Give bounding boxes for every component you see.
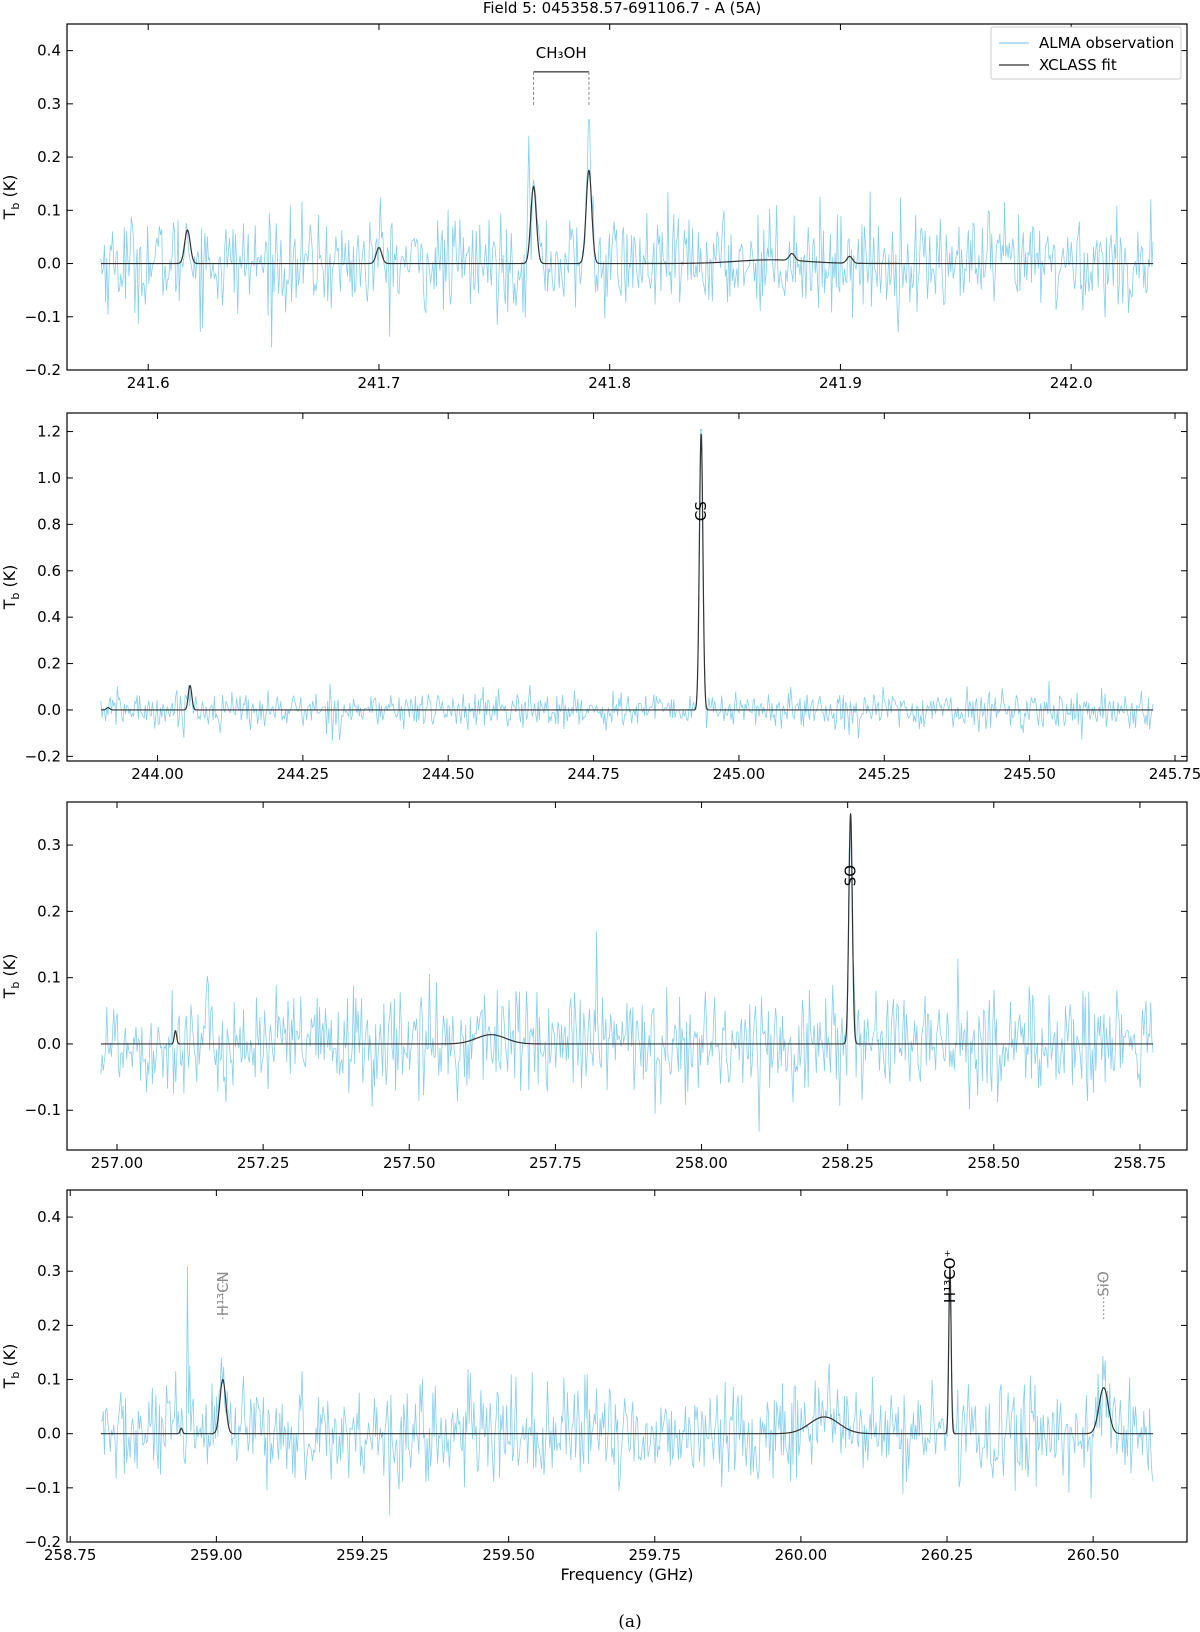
x-tick-label: 258.75: [1114, 1154, 1167, 1172]
legend-label-observation: ALMA observation: [1039, 34, 1174, 52]
y-tick-label: −0.2: [25, 747, 61, 765]
x-tick-label: 241.7: [357, 374, 400, 392]
x-tick-label: 244.50: [422, 765, 475, 783]
plot-area: [100, 119, 1154, 348]
y-tick-label: −0.2: [25, 361, 61, 379]
fit-series: [100, 813, 1154, 1045]
y-axis-label: Tb (K): [0, 565, 22, 611]
line-label: H¹³CO⁺: [941, 1250, 959, 1304]
y-axis-label: Tb (K): [0, 1344, 22, 1390]
observation-series: [100, 1265, 1154, 1516]
x-axis-label: Frequency (GHz): [560, 1565, 693, 1584]
y-tick-label: −0.2: [25, 1533, 61, 1551]
y-tick-label: 0.1: [37, 201, 61, 219]
x-tick-label: 241.8: [588, 374, 631, 392]
x-tick-label: 257.25: [237, 1154, 290, 1172]
x-tick-label: 257.50: [383, 1154, 436, 1172]
x-tick-label: 258.75: [44, 1546, 97, 1564]
x-tick-label: 241.6: [127, 374, 170, 392]
y-tick-label: 0.2: [37, 148, 61, 166]
line-label: H¹³CN: [214, 1271, 232, 1316]
y-axis-label: Tb (K): [0, 954, 22, 1000]
x-tick-label: 245.25: [858, 765, 911, 783]
x-tick-label: 259.50: [482, 1546, 535, 1564]
y-tick-label: 0.2: [37, 902, 61, 920]
line-label: SO: [842, 865, 860, 886]
x-tick-label: 258.25: [821, 1154, 874, 1172]
y-tick-label: 0.3: [37, 1262, 61, 1280]
y-tick-label: 0.4: [37, 608, 61, 626]
y-tick-label: 0.2: [37, 1316, 61, 1334]
y-tick-label: 0.0: [37, 701, 61, 719]
y-tick-label: 0.8: [37, 515, 61, 533]
y-tick-label: −0.1: [25, 1101, 61, 1119]
observation-series: [100, 428, 1154, 741]
y-axis-label: Tb (K): [0, 175, 22, 221]
x-tick-label: 241.9: [819, 374, 862, 392]
x-tick-label: 244.25: [277, 765, 330, 783]
ch3oh-label: CH₃OH: [536, 44, 587, 62]
panel-frame: [66, 1189, 1188, 1543]
x-tick-label: 245.50: [1003, 765, 1056, 783]
y-tick-label: 0.0: [37, 1425, 61, 1443]
legend-label-fit: XCLASS fit: [1039, 56, 1117, 74]
x-tick-label: 259.75: [629, 1546, 682, 1564]
panel-frame: [66, 801, 1188, 1151]
chart-panel-1: 241.6 241.7 241.8 241.9 242.0 −0.2 −0.1 0.0 0.1 0…: [0, 23, 1188, 392]
x-tick-label: 258.50: [968, 1154, 1021, 1172]
x-tick-label: 260.50: [1067, 1546, 1120, 1564]
panel-frame: [66, 23, 1188, 371]
x-tick-label: 258.00: [675, 1154, 728, 1172]
y-tick-label: 0.3: [37, 836, 61, 854]
x-tick-label: 244.75: [567, 765, 620, 783]
chart-panel-4: 258.75 259.00 259.25 259.50 259.75 260.00 260.…: [0, 1189, 1188, 1584]
chart-panel-2: 244.00 244.25 244.50 244.75 245.00 245.25 245.…: [0, 412, 1200, 783]
panels-group: 241.6 241.7 241.8 241.9 242.0 −0.2 −0.1 0.0 0.1 0…: [0, 23, 1200, 1584]
y-tick-label: 0.6: [37, 562, 61, 580]
line-label: CS: [692, 501, 710, 521]
x-tick-label: 259.25: [336, 1546, 389, 1564]
x-tick-label: 245.00: [713, 765, 766, 783]
observation-series: [100, 818, 1154, 1132]
fit-series: [100, 433, 1154, 711]
x-tick-label: 257.75: [529, 1154, 582, 1172]
plot-area: [100, 1265, 1154, 1516]
y-tick-label: 0.4: [37, 42, 61, 60]
y-tick-label: −0.1: [25, 1479, 61, 1497]
x-tick-label: 245.75: [1149, 765, 1200, 783]
y-tick-label: 0.2: [37, 655, 61, 673]
line-label: SiO: [1095, 1271, 1113, 1297]
x-tick-label: 242.0: [1050, 374, 1093, 392]
y-tick-label: 1.0: [37, 469, 61, 487]
y-tick-label: 0.0: [37, 255, 61, 273]
x-tick-label: 244.00: [131, 765, 184, 783]
y-tick-label: 0.0: [37, 1035, 61, 1053]
x-tick-label: 260.00: [775, 1546, 828, 1564]
legend-box: [990, 26, 1182, 80]
x-tick-label: 259.00: [190, 1546, 243, 1564]
figure-title: Field 5: 045358.57-691106.7 - A (5A): [483, 0, 761, 17]
x-tick-label: 260.25: [921, 1546, 974, 1564]
figure-caption: (a): [618, 1612, 641, 1632]
y-tick-label: 0.1: [37, 969, 61, 987]
fit-series: [100, 169, 1154, 265]
x-tick-label: 257.00: [91, 1154, 144, 1172]
plot-area: [100, 428, 1154, 741]
plot-area: [100, 813, 1154, 1132]
observation-series: [100, 119, 1154, 348]
y-tick-label: 0.4: [37, 1208, 61, 1226]
y-tick-label: 0.3: [37, 95, 61, 113]
chart-panel-3: 257.00 257.25 257.50 257.75 258.00 258.25 258.…: [0, 801, 1188, 1172]
y-tick-label: 1.2: [37, 423, 61, 441]
fit-series: [100, 1265, 1154, 1435]
panel-frame: [66, 412, 1188, 762]
y-tick-label: −0.1: [25, 308, 61, 326]
y-tick-label: 0.1: [37, 1371, 61, 1389]
